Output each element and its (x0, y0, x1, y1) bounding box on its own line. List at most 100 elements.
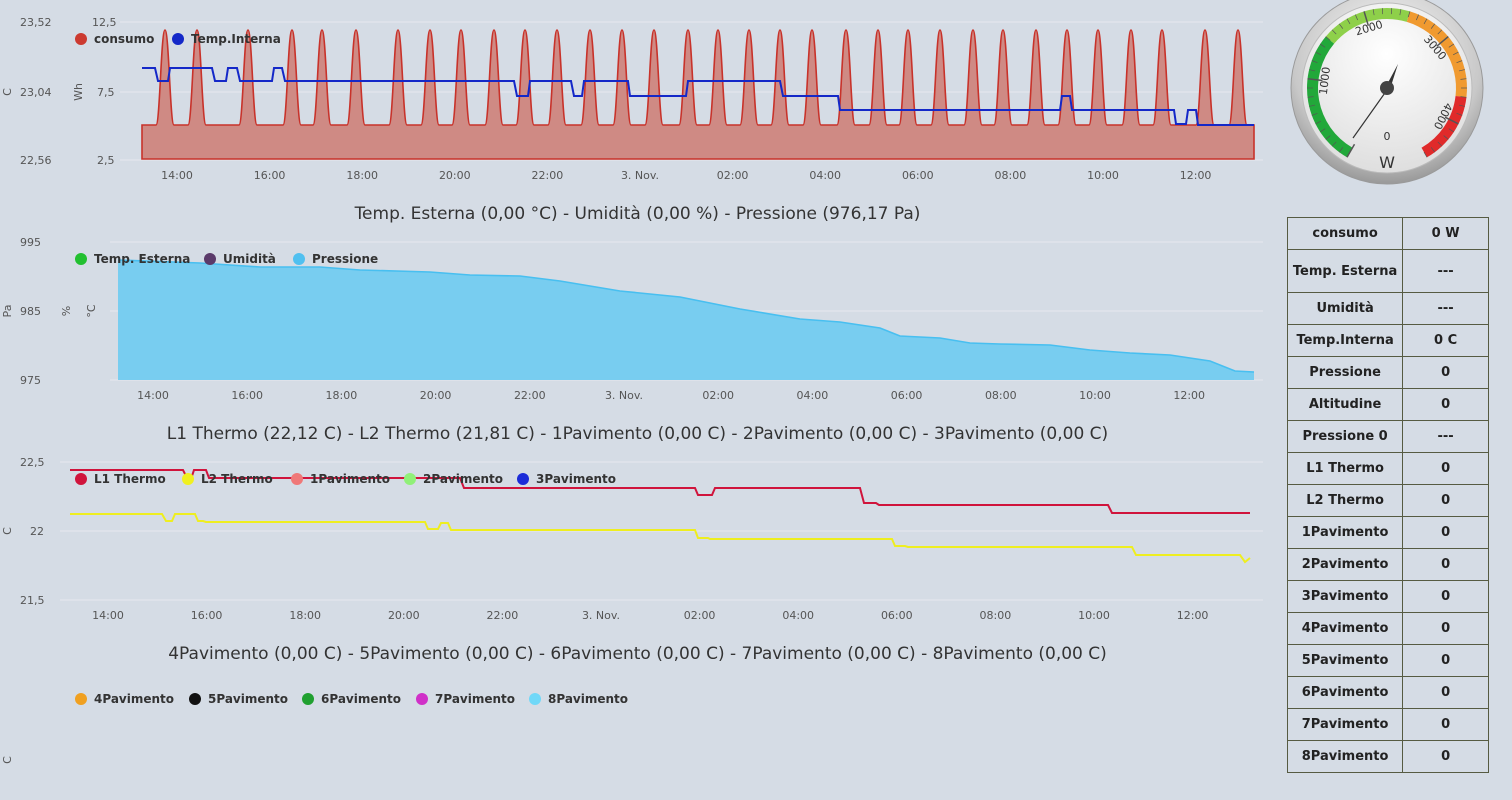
x-tick-label: 20:00 (439, 169, 471, 182)
gauge-tick (1307, 77, 1323, 82)
legend-item[interactable]: 5Pavimento (189, 692, 288, 706)
legend-item[interactable]: Umidità (204, 252, 276, 266)
gauge-tick (1311, 60, 1318, 64)
legend-label: Pressione (312, 252, 378, 266)
unit-label: Wh (72, 83, 85, 101)
stats-row: L1 Thermo 0 (1286, 452, 1489, 485)
thermo-chart[interactable]: C 22,5 22 21,5 14:00 16:00 18:00 20:00 22:00… (0, 450, 1275, 630)
legend-item[interactable]: Pressione (293, 252, 378, 266)
unit-label: C (1, 756, 14, 764)
gauge-tick (1338, 23, 1344, 29)
legend-label: Temp. Esterna (94, 252, 190, 266)
consumo-temp-chart[interactable]: C Wh 23,52 23,04 22,56 12,5 7,5 2,5 14:0… (0, 0, 1275, 190)
x-tick-label: 16:00 (191, 609, 223, 622)
legend-item[interactable]: Temp.Interna (172, 32, 281, 46)
x-tick-label: 04:00 (782, 609, 814, 622)
gauge-tick (1444, 116, 1459, 125)
esterna-umidita-pressione-chart-svg: Pa % °C 995 985 975 14:00 16:00 18:00 20:00… (1, 236, 1263, 402)
x-tick-label: 08:00 (995, 169, 1027, 182)
legend-label: 7Pavimento (435, 692, 515, 706)
stats-label: 1Pavimento (1286, 516, 1404, 549)
x-tick-label: 12:00 (1177, 609, 1209, 622)
x-tick-label: 22:00 (532, 169, 564, 182)
x-tick-label: 14:00 (161, 169, 193, 182)
legend-marker (75, 693, 87, 705)
gauge-tick (1331, 29, 1337, 35)
gauge-tick (1437, 141, 1443, 147)
legend-item[interactable]: Temp. Esterna (75, 252, 190, 266)
stats-row: Pressione 0 --- (1286, 420, 1489, 453)
legend-item[interactable]: 3Pavimento (517, 472, 616, 486)
gauge-tick (1448, 43, 1455, 48)
stats-value: 0 (1402, 740, 1489, 773)
legend-label: 5Pavimento (208, 692, 288, 706)
legend-item[interactable]: 4Pavimento (75, 692, 174, 706)
stats-row: 4Pavimento 0 (1286, 612, 1489, 645)
legend-item[interactable]: 1Pavimento (291, 472, 390, 486)
x-tick-label: 08:00 (985, 389, 1017, 402)
y-tick-label: 22,5 (20, 456, 45, 469)
gauge-tick (1460, 96, 1467, 98)
stats-label: 5Pavimento (1286, 644, 1404, 677)
legend-label: Temp.Interna (191, 32, 281, 46)
x-tick-label: 10:00 (1087, 169, 1119, 182)
gauge-tick (1319, 43, 1326, 48)
gauge-tick (1415, 14, 1420, 21)
stats-label: Pressione (1286, 356, 1404, 389)
x-tick-label: 10:00 (1078, 609, 1110, 622)
legend-marker (189, 693, 201, 705)
legend-label: 4Pavimento (94, 692, 174, 706)
x-tick-label: 02:00 (684, 609, 716, 622)
x-tick-label: 04:00 (809, 169, 841, 182)
gauge-tick (1423, 151, 1428, 158)
y-tick-label: 23,52 (20, 16, 52, 29)
y-tick-label: 985 (20, 305, 41, 318)
stats-row: 3Pavimento 0 (1286, 580, 1489, 613)
gauge-band-max (1421, 96, 1467, 158)
x-tick-label: 18:00 (289, 609, 321, 622)
x-tick-label: 22:00 (487, 609, 519, 622)
gauge-unit: W (1379, 153, 1395, 172)
legend-item[interactable]: 6Pavimento (302, 692, 401, 706)
x-tick-label: 3. Nov. (605, 389, 643, 402)
legend-marker (302, 693, 314, 705)
gauge-tick (1430, 147, 1436, 153)
y-tick-label: 7,5 (97, 86, 115, 99)
pavimento-chart[interactable]: C 4Pavimento 5Pavimento 6Pavimento 7Pavimen… (0, 670, 1275, 800)
legend-item[interactable]: 2Pavimento (404, 472, 503, 486)
x-tick-label: 16:00 (254, 169, 286, 182)
x-tick-label: 22:00 (514, 389, 546, 402)
stats-label: Pressione 0 (1286, 420, 1404, 453)
legend-item[interactable]: 7Pavimento (416, 692, 515, 706)
legend-item[interactable]: consumo (75, 32, 154, 46)
stats-value: 0 (1402, 484, 1489, 517)
gauge-tick (1315, 120, 1322, 125)
stats-row: Temp.Interna 0 C (1286, 324, 1489, 357)
gauge-tick (1448, 128, 1455, 133)
gauge-tick (1423, 18, 1428, 25)
gauge-tick (1331, 141, 1337, 147)
gauge-tick (1315, 51, 1322, 56)
unit-label: C (1, 527, 14, 535)
y-tick-label: 2,5 (97, 154, 115, 167)
y-tick-label: 22,56 (20, 154, 52, 167)
gauge-tick (1346, 18, 1351, 25)
legend-marker (75, 473, 87, 485)
x-tick-label: 12:00 (1180, 169, 1212, 182)
y-tick-label: 23,04 (20, 86, 52, 99)
stats-row: 2Pavimento 0 (1286, 548, 1489, 581)
legend-item[interactable]: L2 Thermo (182, 472, 273, 486)
gauge-tick (1325, 36, 1331, 41)
stats-row: 5Pavimento 0 (1286, 644, 1489, 677)
gauge-tick (1311, 112, 1318, 116)
gauge-label: 1000 (1317, 66, 1333, 95)
legend-marker (204, 253, 216, 265)
gauge-tick (1458, 69, 1465, 72)
legend-item[interactable]: 8Pavimento (529, 692, 628, 706)
stats-label: 2Pavimento (1286, 548, 1404, 581)
gauge-label: 0 (1384, 130, 1391, 143)
esterna-umidita-pressione-chart[interactable]: Pa % °C 995 985 975 14:00 16:00 18:00 20:00… (0, 230, 1275, 410)
pavimento-chart-svg: C 4Pavimento 5Pavimento 6Pavimento 7Pavimen… (1, 692, 628, 764)
legend-item[interactable]: L1 Thermo (75, 472, 166, 486)
